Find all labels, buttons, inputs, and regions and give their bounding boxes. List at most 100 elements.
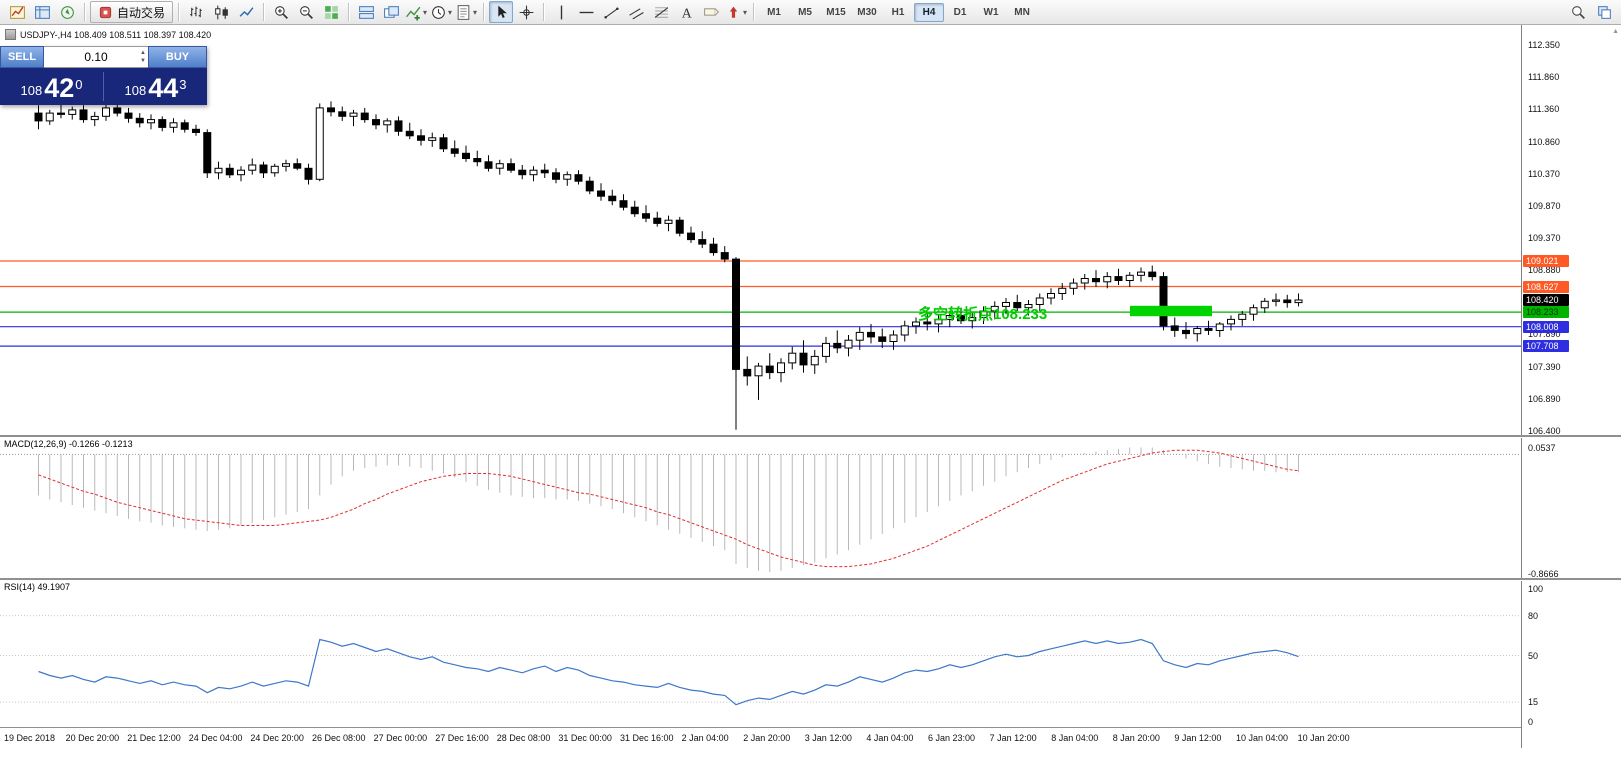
cursor-icon[interactable] (489, 1, 514, 23)
timeframe-h1-button[interactable]: H1 (891, 6, 905, 18)
time-axis-label: 28 Dec 08:00 (496, 733, 551, 743)
rsi-panel[interactable]: RSI(14) 49.1907 (0, 580, 1521, 727)
timeframe-d1-button[interactable]: D1 (953, 6, 967, 18)
fibonacci-icon[interactable] (649, 1, 673, 23)
price-axis-label: 107.890 (1528, 329, 1561, 340)
time-axis-label: 31 Dec 16:00 (620, 733, 674, 743)
panel-divider[interactable] (0, 435, 1621, 438)
zoom-out-icon[interactable] (294, 1, 318, 23)
sell-price-big: 42 (44, 73, 75, 103)
sell-button[interactable]: SELL (0, 46, 44, 68)
time-axis-label: 8 Jan 20:00 (1112, 733, 1160, 743)
navigator-icon[interactable] (55, 1, 79, 23)
market-watch-icon[interactable] (30, 1, 54, 23)
volume-value[interactable]: 0.10 (84, 50, 108, 64)
price-axis-label: 109.870 (1528, 200, 1561, 211)
timeframe-m30-button[interactable]: M30 (857, 6, 877, 18)
indicators-icon[interactable]: ▾ (404, 1, 428, 23)
toolbar-separator (348, 3, 350, 21)
time-axis-label: 27 Dec 16:00 (435, 733, 489, 743)
trade-panel-divider (103, 72, 104, 101)
time-axis-label: 24 Dec 20:00 (250, 733, 304, 743)
rsi-axis-label: 80 (1528, 610, 1539, 621)
price-axis-label: 106.400 (1528, 426, 1561, 436)
time-axis-label: 3 Jan 12:00 (804, 733, 852, 743)
search-icon[interactable] (1566, 1, 1590, 23)
equidistant-channel-icon[interactable] (624, 1, 648, 23)
rsi-chart[interactable] (0, 580, 1521, 727)
macd-chart[interactable] (0, 437, 1521, 578)
price-tag[interactable]: 108.627 (1523, 280, 1569, 293)
timeframe-h4-button[interactable]: H4 (914, 2, 945, 22)
volume-input[interactable]: 0.10 ▲ ▼ (44, 46, 148, 68)
vertical-line-icon[interactable] (549, 1, 573, 23)
cascade-windows-icon[interactable] (379, 1, 403, 23)
price-axis-label: 110.370 (1528, 168, 1560, 179)
layers-icon[interactable] (1592, 1, 1616, 23)
toolbar-right-group (1566, 1, 1616, 23)
timeframe-m1-button[interactable]: M1 (767, 6, 781, 18)
time-axis-label: 24 Dec 04:00 (188, 733, 243, 743)
time-axis-label: 27 Dec 00:00 (373, 733, 428, 743)
main-chart-panel[interactable]: USDJPY-,H4 108.409 108.511 108.397 108.4… (0, 25, 1521, 435)
dropdown-arrow-icon[interactable]: ▾ (423, 7, 428, 17)
macd-axis-label: -0.8666 (1528, 569, 1559, 579)
bar-chart-icon[interactable] (184, 1, 208, 23)
time-axis-label: 7 Jan 12:00 (989, 733, 1037, 743)
price-tag[interactable]: 107.708 (1523, 340, 1569, 353)
arrows-icon[interactable]: ▾ (724, 1, 748, 23)
line-chart-icon[interactable] (234, 1, 258, 23)
time-axis-label: 6 Jan 23:00 (928, 733, 976, 743)
rsi-axis-label: 0 (1528, 717, 1534, 727)
time-axis-label: 2 Jan 04:00 (681, 733, 729, 743)
macd-panel[interactable]: MACD(12,26,9) -0.1266 -0.1213 (0, 437, 1521, 578)
dropdown-arrow-icon[interactable]: ▾ (448, 7, 453, 17)
scroll-up-icon[interactable]: ▲ (1612, 28, 1619, 35)
candlestick-chart[interactable] (0, 25, 1521, 435)
timeframe-mn-button[interactable]: MN (1014, 6, 1030, 18)
price-axis[interactable]: ▲ 112.350 111.860 111.360 110.860 110.370 109… (1521, 25, 1621, 748)
templates-icon[interactable]: ▾ (454, 1, 478, 23)
price-axis-label: 108.880 (1528, 265, 1561, 276)
price-tag[interactable]: 108.233 (1523, 306, 1569, 319)
sell-price-pip: 0 (75, 77, 83, 92)
grid-icon[interactable] (319, 1, 343, 23)
sell-price-display[interactable]: 108 42 0 (0, 68, 103, 105)
volume-decrease-icon[interactable]: ▼ (140, 58, 146, 64)
new-order-icon[interactable] (5, 1, 29, 23)
buy-button[interactable]: BUY (148, 46, 207, 68)
rsi-axis-label: 15 (1528, 697, 1539, 707)
time-axis-label: 8 Jan 04:00 (1051, 733, 1099, 743)
dropdown-arrow-icon[interactable]: ▾ (473, 7, 478, 17)
price-axis-label: 111.360 (1528, 104, 1560, 115)
buy-price-display[interactable]: 108 44 3 (104, 68, 207, 105)
time-axis[interactable]: 19 Dec 2018 20 Dec 20:00 21 Dec 12:00 24 De… (0, 727, 1621, 749)
price-tag[interactable]: 109.021 (1523, 255, 1569, 267)
crosshair-icon[interactable] (514, 1, 538, 23)
timeframe-m5-button[interactable]: M5 (798, 6, 812, 18)
dropdown-arrow-icon[interactable]: ▾ (743, 7, 748, 17)
toolbar-separator (483, 3, 485, 21)
toolbar-separator (263, 3, 265, 21)
text-icon[interactable]: A (674, 1, 698, 23)
volume-increase-icon[interactable]: ▲ (140, 50, 146, 56)
toolbar-separator (543, 3, 545, 21)
horizontal-line-icon[interactable] (574, 1, 598, 23)
timeframe-w1-button[interactable]: W1 (983, 6, 999, 18)
price-axis-label: 110.860 (1528, 136, 1560, 147)
trendline-icon[interactable] (599, 1, 623, 23)
autotrading-button[interactable]: 自动交易 (90, 1, 174, 23)
timeframe-m15-button[interactable]: M15 (826, 6, 846, 18)
zoom-in-icon[interactable] (269, 1, 293, 23)
tile-windows-icon[interactable] (354, 1, 378, 23)
pivot-annotation[interactable]: 多空转折点108.233 (918, 306, 1048, 323)
toolbar: 自动交易 ▾ ▾ ▾ A ▾ M1 M5 M15 M30 H1 H4 D1 W1 MN (0, 0, 1621, 25)
panel-divider[interactable] (0, 578, 1621, 581)
label-icon[interactable] (699, 1, 723, 23)
price-axis-label: 107.390 (1528, 361, 1561, 372)
candlestick-chart-icon[interactable] (209, 1, 233, 23)
periods-icon[interactable]: ▾ (429, 1, 453, 23)
price-tag[interactable]: 108.008 (1523, 320, 1569, 333)
current-price-tag[interactable]: 108.420 (1523, 294, 1569, 306)
